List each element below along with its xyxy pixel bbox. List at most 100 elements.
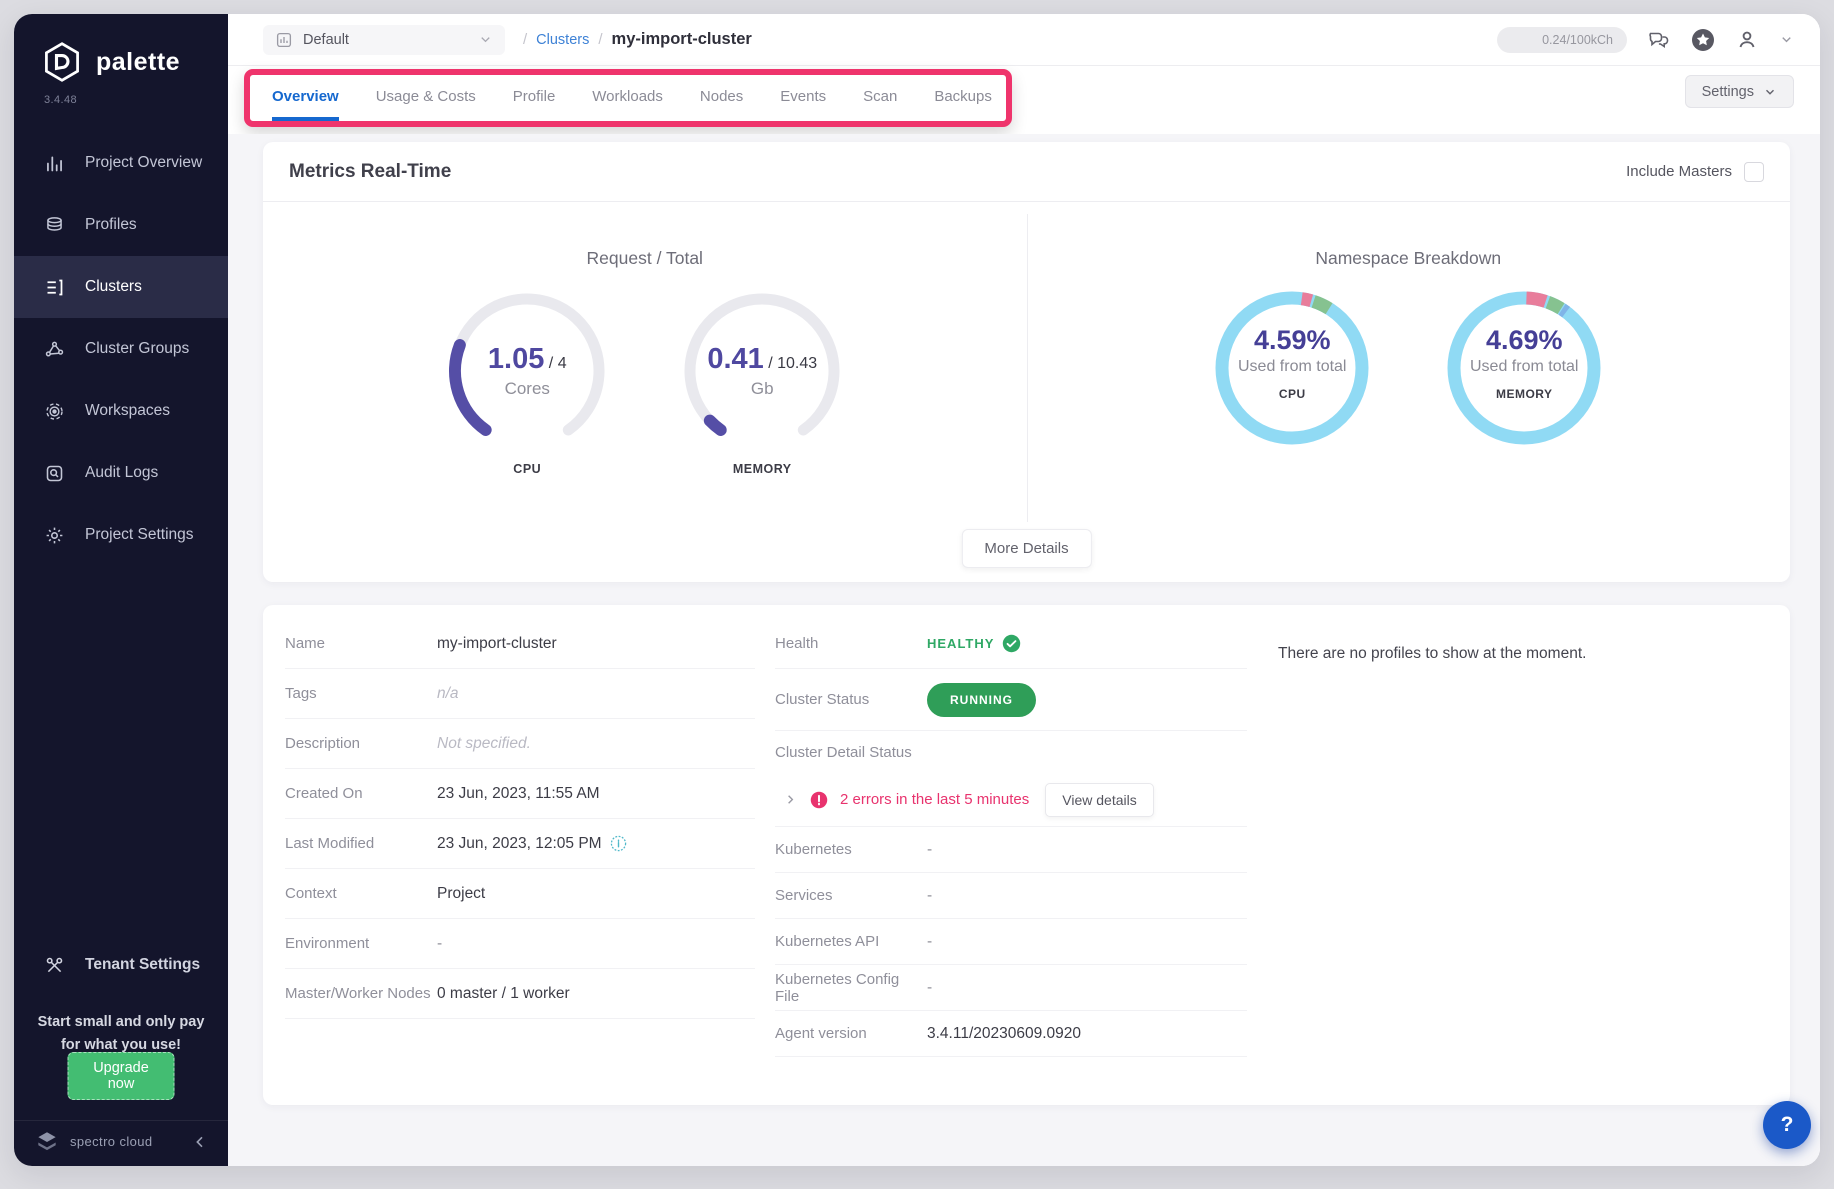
detail-row-value: -	[437, 935, 442, 953]
chevron-right-icon[interactable]	[783, 792, 798, 807]
detail-row-label: Environment	[285, 935, 437, 952]
detail-row-label: Tags	[285, 685, 437, 702]
sidebar-item-tenant-settings[interactable]: Tenant Settings	[14, 940, 228, 990]
settings-button[interactable]: Settings	[1685, 75, 1794, 108]
project-selector[interactable]: Default	[263, 25, 505, 55]
include-masters-checkbox[interactable]	[1744, 162, 1764, 182]
error-badge-icon	[810, 791, 828, 809]
request-total-panel: Request / Total 1.05 / 4Cores CPU 0.41 / 1…	[263, 202, 1027, 580]
chat-icon[interactable]	[1647, 28, 1671, 52]
metrics-card-title: Metrics Real-Time	[289, 161, 451, 183]
detail-row-label: Context	[285, 885, 437, 902]
project-scope-icon	[275, 31, 293, 49]
request-total-title: Request / Total	[263, 248, 1027, 269]
chevron-down-icon[interactable]	[1779, 32, 1794, 47]
tab-events[interactable]: Events	[780, 75, 826, 121]
cpu-donut: 4.59%Used from totalCPU	[1207, 283, 1377, 458]
app-canvas: palette 3.4.48 Project OverviewProfilesC…	[14, 14, 1820, 1166]
gauge-value-line: 0.41 / 10.43	[667, 343, 857, 376]
more-details-button[interactable]: More Details	[961, 529, 1091, 568]
sidebar-item-cluster-groups[interactable]: Cluster Groups	[14, 318, 228, 380]
detail-row-label: Kubernetes Config File	[775, 971, 927, 1005]
cpu-gauge: 1.05 / 4Cores CPU	[432, 291, 622, 476]
detail-row-kubernetes: Kubernetes-	[775, 827, 1247, 873]
tab-profile[interactable]: Profile	[513, 75, 556, 121]
view-details-button[interactable]: View details	[1045, 783, 1153, 817]
tab-overview[interactable]: Overview	[272, 75, 339, 121]
error-summary-text: 2 errors in the last 5 minutes	[840, 791, 1029, 808]
detail-row-value: my-import-cluster	[437, 635, 557, 653]
gauge-value: 0.41	[707, 343, 763, 375]
sidebar-item-workspaces[interactable]: Workspaces	[14, 380, 228, 442]
tab-usage-costs[interactable]: Usage & Costs	[376, 75, 476, 121]
details-left-column: Namemy-import-clusterTagsn/aDescriptionN…	[285, 619, 755, 1019]
detail-row-name: Namemy-import-cluster	[285, 619, 755, 669]
detail-row-value: Project	[437, 885, 485, 903]
detail-row-value: -	[927, 979, 932, 997]
sidebar-item-profiles[interactable]: Profiles	[14, 194, 228, 256]
audit-icon	[44, 463, 65, 484]
detail-row-agent-version: Agent version3.4.11/20230609.0920	[775, 1011, 1247, 1057]
detail-row-kubernetes-config-file: Kubernetes Config File-	[775, 965, 1247, 1011]
gauge-value-line: 1.05 / 4	[432, 343, 622, 376]
health-status-text: HEALTHY	[927, 636, 994, 651]
gauge-label: CPU	[432, 462, 622, 476]
details-middle-rows: Kubernetes-Services-Kubernetes API-Kuber…	[775, 827, 1247, 1057]
sidebar-item-label: Cluster Groups	[85, 340, 189, 358]
user-icon[interactable]	[1735, 28, 1759, 52]
running-status-badge: RUNNING	[927, 683, 1036, 717]
metrics-realtime-card: Metrics Real-Time Include Masters Reques…	[263, 142, 1790, 582]
breadcrumb-clusters-link[interactable]: Clusters	[536, 32, 589, 48]
project-selector-value: Default	[303, 32, 349, 48]
notifications-star-icon[interactable]	[1691, 28, 1715, 52]
donut-subtitle: Used from total	[1439, 358, 1609, 376]
usage-badge[interactable]: 0.24/100kCh	[1497, 27, 1627, 53]
sidebar-item-label: Profiles	[85, 216, 137, 234]
donut-value-block: 4.59%Used from totalCPU	[1207, 325, 1377, 401]
gauge-value-block: 0.41 / 10.43Gb	[667, 343, 857, 399]
sidebar-item-label: Project Settings	[85, 526, 194, 544]
help-button[interactable]: ?	[1763, 1101, 1811, 1149]
sidebar-item-project-settings[interactable]: Project Settings	[14, 504, 228, 566]
detail-row-value: -	[927, 887, 932, 905]
detail-row-label: Kubernetes API	[775, 933, 927, 950]
sidebar-item-label: Audit Logs	[85, 464, 158, 482]
donut-subtitle: Used from total	[1207, 358, 1377, 376]
detail-row-last-modified: Last Modified23 Jun, 2023, 12:05 PM	[285, 819, 755, 869]
donut-label: MEMORY	[1439, 387, 1609, 401]
donut-percent: 4.59%	[1207, 325, 1377, 356]
gauge-total: / 10.43	[764, 355, 817, 372]
detail-row-value: n/a	[437, 685, 459, 703]
gauge-value-block: 1.05 / 4Cores	[432, 343, 622, 399]
gauge-row: 1.05 / 4CoresCPU0.41 / 10.43GbMEMORY	[263, 291, 1027, 476]
upgrade-now-button[interactable]: Upgrade now	[68, 1052, 175, 1100]
donut-percent: 4.69%	[1439, 325, 1609, 356]
target-icon	[44, 401, 65, 422]
detail-row-tags: Tagsn/a	[285, 669, 755, 719]
topbar: Default / Clusters / my-import-cluster 0…	[228, 14, 1820, 66]
sidebar-item-label: Project Overview	[85, 154, 202, 172]
sidebar-item-audit-logs[interactable]: Audit Logs	[14, 442, 228, 504]
network-icon	[44, 339, 65, 360]
metrics-card-header: Metrics Real-Time Include Masters	[263, 142, 1790, 202]
tab-nodes[interactable]: Nodes	[700, 75, 743, 121]
sidebar: palette 3.4.48 Project OverviewProfilesC…	[14, 14, 228, 1166]
detail-row-value: Not specified.	[437, 735, 531, 753]
tab-workloads[interactable]: Workloads	[592, 75, 663, 121]
tab-scan[interactable]: Scan	[863, 75, 897, 121]
breadcrumb-separator: /	[523, 31, 527, 48]
sidebar-collapse-icon[interactable]	[192, 1134, 208, 1150]
sidebar-item-project-overview[interactable]: Project Overview	[14, 132, 228, 194]
info-icon[interactable]	[610, 835, 627, 852]
detail-row-label: Kubernetes	[775, 841, 927, 858]
spectro-cloud-wordmark: spectro cloud	[70, 1134, 153, 1149]
cluster-details-card: Namemy-import-clusterTagsn/aDescriptionN…	[263, 605, 1790, 1105]
namespace-breakdown-panel: Namespace Breakdown 4.59% Used from total…	[1027, 202, 1791, 580]
detail-row-description: DescriptionNot specified.	[285, 719, 755, 769]
sidebar-item-clusters[interactable]: Clusters	[14, 256, 228, 318]
namespace-breakdown-title: Namespace Breakdown	[1027, 248, 1791, 269]
tabs-highlight-annotation: Overview Usage & Costs Profile Workloads Nod…	[244, 69, 1012, 127]
cluster-detail-status-label: Cluster Detail Status	[775, 744, 912, 761]
cluster-status-row: Cluster Status RUNNING	[775, 669, 1247, 731]
tab-backups[interactable]: Backups	[934, 75, 992, 121]
